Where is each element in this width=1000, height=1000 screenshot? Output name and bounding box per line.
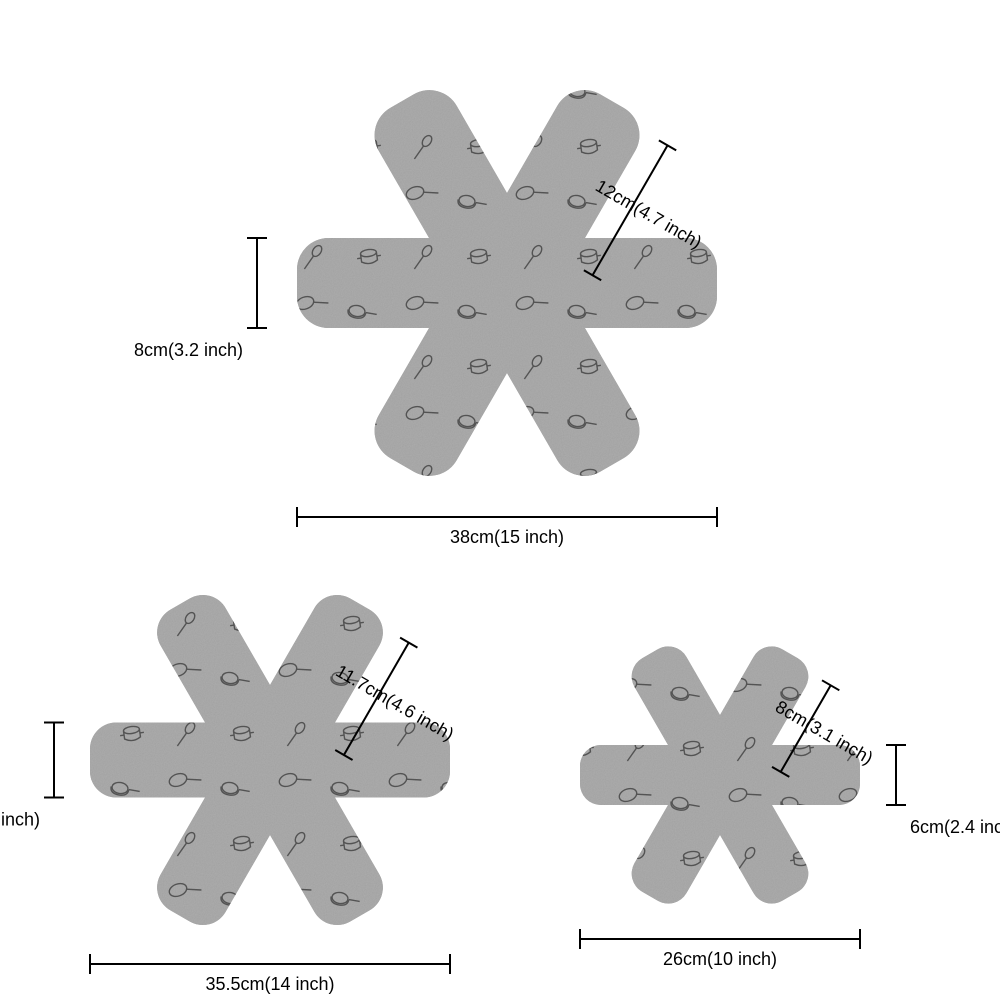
dim-large-width-label: 38cm(15 inch) [450, 527, 564, 547]
dim-medium-width: 35.5cm(14 inch) [90, 954, 450, 994]
dim-medium-armheight-label: 7cm(2.76 inch) [0, 810, 40, 830]
dim-medium-armheight: 7cm(2.76 inch) [0, 723, 64, 830]
dim-medium-width-label: 35.5cm(14 inch) [205, 974, 334, 994]
diagram-canvas: 38cm(15 inch)8cm(3.2 inch)12cm(4.7 inch)… [0, 0, 1000, 1000]
dim-small-width-label: 26cm(10 inch) [663, 949, 777, 969]
dim-small-width: 26cm(10 inch) [580, 929, 860, 969]
protector-small [570, 625, 870, 925]
dim-large-armheight-label: 8cm(3.2 inch) [134, 340, 243, 360]
dim-small-armheight-label: 6cm(2.4 inch) [910, 817, 1000, 837]
dim-large-width: 38cm(15 inch) [297, 507, 717, 547]
dim-small-armheight: 6cm(2.4 inch) [886, 745, 1000, 837]
protector-medium [80, 570, 460, 950]
protector-large [287, 63, 727, 503]
dim-large-armheight: 8cm(3.2 inch) [134, 238, 267, 360]
